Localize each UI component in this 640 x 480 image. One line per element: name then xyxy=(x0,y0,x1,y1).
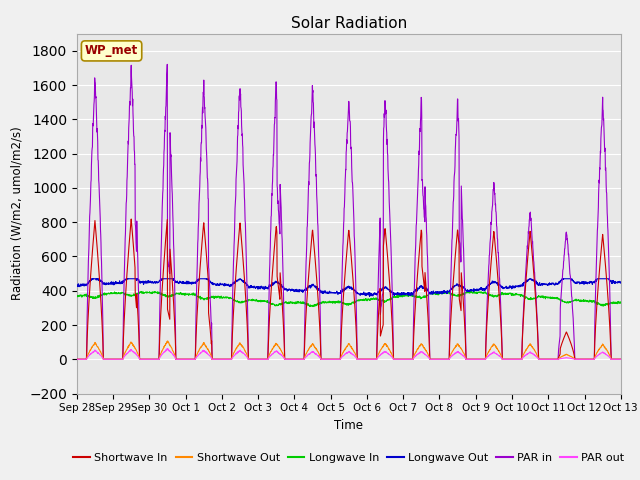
PAR out xyxy=(575,357,582,362)
PAR in xyxy=(542,357,550,362)
Shortwave Out xyxy=(257,357,264,362)
Line: Shortwave In: Shortwave In xyxy=(77,219,640,360)
PAR out xyxy=(403,357,410,362)
Longwave Out xyxy=(575,280,583,286)
Shortwave In xyxy=(257,357,264,362)
PAR out xyxy=(73,357,81,362)
PAR in xyxy=(73,357,81,362)
PAR in xyxy=(403,357,410,362)
Longwave In xyxy=(256,298,264,303)
Longwave Out xyxy=(365,294,373,300)
Shortwave Out xyxy=(164,338,172,344)
Shortwave Out xyxy=(73,357,81,362)
Shortwave In xyxy=(73,357,81,362)
Shortwave In xyxy=(575,357,582,362)
Line: Longwave Out: Longwave Out xyxy=(77,279,640,297)
PAR in xyxy=(163,61,171,67)
Line: PAR out: PAR out xyxy=(77,348,640,360)
X-axis label: Time: Time xyxy=(334,419,364,432)
Legend: Shortwave In, Shortwave Out, Longwave In, Longwave Out, PAR in, PAR out: Shortwave In, Shortwave Out, Longwave In… xyxy=(69,448,628,467)
Longwave Out xyxy=(131,276,139,282)
PAR out xyxy=(164,346,172,351)
Shortwave Out xyxy=(403,357,410,362)
Line: Longwave In: Longwave In xyxy=(77,291,640,307)
PAR in xyxy=(575,357,582,362)
Longwave In xyxy=(542,294,550,300)
PAR out xyxy=(257,357,264,362)
Longwave In xyxy=(73,293,81,299)
Shortwave In xyxy=(131,264,139,270)
Shortwave Out xyxy=(542,357,550,362)
Shortwave In xyxy=(403,357,410,362)
Shortwave Out xyxy=(575,357,582,362)
Text: WP_met: WP_met xyxy=(85,44,138,58)
Shortwave In xyxy=(542,357,550,362)
Longwave In xyxy=(575,298,582,303)
Longwave Out xyxy=(257,284,264,289)
PAR out xyxy=(542,357,550,362)
PAR in xyxy=(131,161,139,167)
Y-axis label: Radiation (W/m2, umol/m2/s): Radiation (W/m2, umol/m2/s) xyxy=(11,127,24,300)
Longwave In xyxy=(634,304,640,310)
Longwave Out xyxy=(542,282,550,288)
Longwave Out xyxy=(403,291,410,297)
Longwave In xyxy=(402,293,410,299)
Longwave Out xyxy=(88,276,95,282)
Line: PAR in: PAR in xyxy=(77,64,640,360)
Shortwave Out xyxy=(131,345,139,351)
Longwave In xyxy=(131,292,139,298)
PAR in xyxy=(257,357,264,362)
Title: Solar Radiation: Solar Radiation xyxy=(291,16,407,31)
Shortwave In xyxy=(127,216,135,222)
Line: Shortwave Out: Shortwave Out xyxy=(77,341,640,360)
PAR out xyxy=(131,349,139,355)
Longwave In xyxy=(468,288,476,294)
Longwave Out xyxy=(73,281,81,287)
